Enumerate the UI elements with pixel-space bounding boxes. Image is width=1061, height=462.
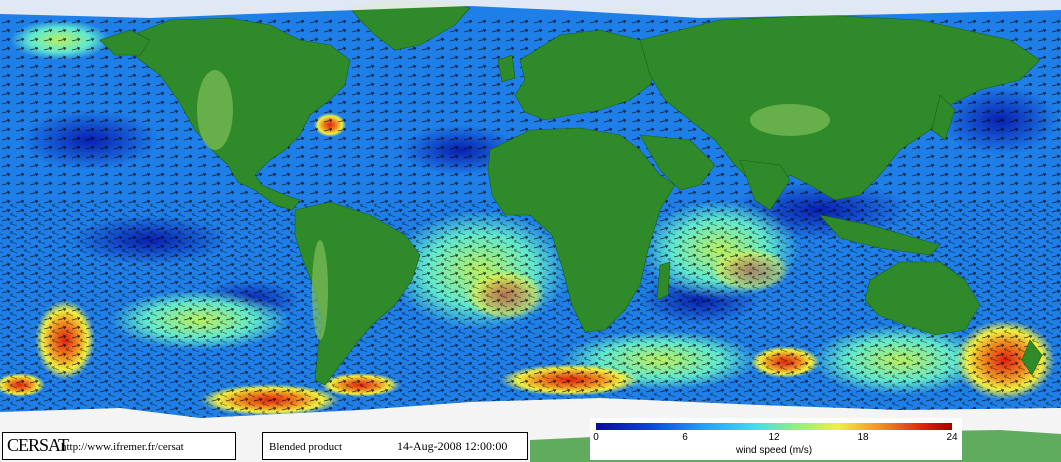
credit-box: CERSAT http://www.ifremer.fr/cersat xyxy=(2,432,236,460)
japan xyxy=(931,94,956,141)
new-zealand xyxy=(1021,339,1043,376)
legend-tick: 18 xyxy=(857,432,869,443)
product-box: Blended product 14-Aug-2008 12:00:00 xyxy=(262,432,528,460)
datetime-label: 14-Aug-2008 12:00:00 xyxy=(397,439,508,453)
legend-tick: 0 xyxy=(593,432,599,443)
africa xyxy=(487,127,676,333)
cersat-logo: CERSAT xyxy=(7,435,69,455)
arctic-ice xyxy=(0,0,1061,18)
arabia xyxy=(639,134,716,191)
europe xyxy=(514,29,661,121)
madagascar xyxy=(656,261,671,301)
india xyxy=(739,159,791,211)
landmasses xyxy=(99,1,1043,386)
asia xyxy=(639,14,1041,201)
credit-url[interactable]: http://www.ifremer.fr/cersat xyxy=(61,441,184,453)
legend-title: wind speed (m/s) xyxy=(736,445,813,456)
highlands xyxy=(197,70,830,340)
british-isles xyxy=(497,54,516,83)
legend-tick: 6 xyxy=(682,432,688,443)
product-label: Blended product xyxy=(269,441,343,453)
legend-tick: 24 xyxy=(946,432,958,443)
alaska xyxy=(99,29,151,56)
legend-tick: 12 xyxy=(768,432,780,443)
australia xyxy=(864,261,981,336)
indonesia xyxy=(819,214,941,256)
legend-colorbar xyxy=(596,423,952,430)
